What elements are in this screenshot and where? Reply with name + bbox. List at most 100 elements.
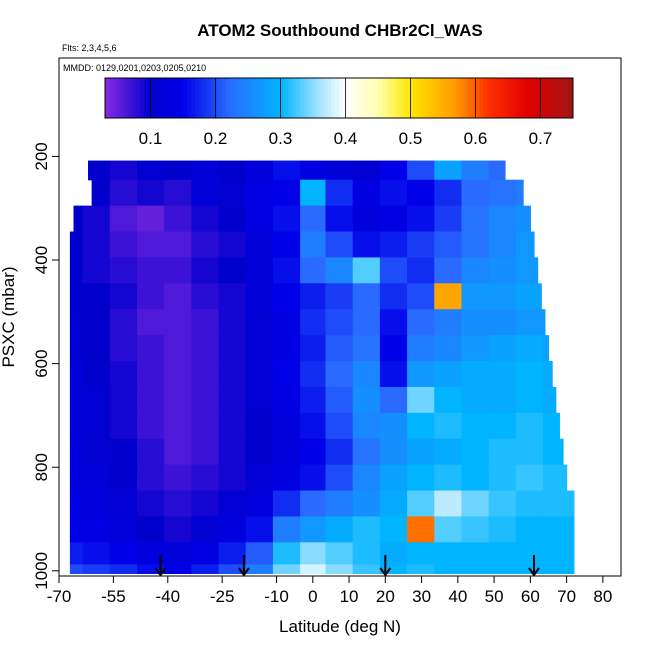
- heat-cell: [109, 335, 138, 362]
- colorbar-segment: [397, 78, 402, 118]
- colorbar-segment: [467, 78, 473, 118]
- heat-cell: [352, 231, 381, 259]
- heat-cell: [488, 386, 517, 414]
- heat-cell: [434, 335, 463, 362]
- colorbar-segment: [553, 78, 558, 118]
- heat-cell: [543, 412, 560, 440]
- colorbar-segment: [479, 78, 484, 118]
- heat-cell: [488, 516, 517, 543]
- colorbar-tick-label: 0.7: [529, 129, 553, 148]
- colorbar-segment: [541, 78, 547, 118]
- plot-frame: [58, 57, 622, 577]
- colorbar-segment: [319, 78, 324, 118]
- heat-cell: [300, 257, 327, 284]
- colorbar-segment: [530, 78, 535, 118]
- colorbar-segment: [140, 78, 145, 118]
- heat-cell: [300, 335, 327, 362]
- heat-cell: [136, 205, 165, 233]
- colorbar-segment: [366, 78, 371, 118]
- heat-cell: [515, 361, 544, 388]
- colorbar-segment: [456, 78, 461, 118]
- heat-cell: [461, 412, 490, 440]
- colorbar-segment: [428, 78, 434, 118]
- heat-cell: [191, 464, 220, 492]
- colorbar-segment: [108, 78, 114, 118]
- colorbar-segment: [417, 78, 422, 118]
- heat-cell: [515, 386, 544, 414]
- colorbar-segment: [175, 78, 180, 118]
- heat-cell: [325, 205, 354, 233]
- colorbar-segment: [549, 78, 554, 118]
- heat-cell: [218, 335, 247, 362]
- colorbar-segment: [249, 78, 254, 118]
- heat-cell: [91, 179, 111, 207]
- colorbar-segment: [210, 78, 215, 118]
- heat-cell: [73, 205, 84, 233]
- colorbar-segment: [335, 78, 340, 118]
- heat-cell: [407, 361, 435, 388]
- heat-cell: [461, 283, 490, 310]
- heat-cell: [245, 464, 274, 492]
- colorbar-segment: [495, 78, 500, 118]
- colorbar-segment: [315, 78, 320, 118]
- heat-cell: [488, 205, 517, 233]
- heat-cell: [515, 231, 535, 259]
- colorbar-segment: [206, 78, 211, 118]
- heat-cell: [515, 283, 542, 310]
- heat-cell: [164, 205, 192, 233]
- colorbar-segment: [237, 78, 242, 118]
- heat-cell: [379, 335, 408, 362]
- colorbar-segment: [526, 78, 531, 118]
- heat-cell: [325, 179, 354, 207]
- heat-cell: [543, 542, 575, 565]
- heat-cell: [218, 160, 247, 181]
- colorbar-segment: [475, 78, 480, 118]
- heat-cell: [461, 160, 490, 181]
- colorbar-segment: [565, 78, 570, 118]
- x-axis-title: Latitude (deg N): [279, 617, 401, 636]
- heat-cell: [191, 438, 220, 466]
- colorbar-tick-label: 0.2: [204, 129, 228, 148]
- flight-marker-arrowhead: [379, 567, 392, 577]
- x-tick-label: -25: [210, 587, 235, 606]
- heat-cell: [136, 257, 165, 284]
- colorbar-segment: [487, 78, 492, 118]
- heat-cell: [515, 179, 524, 207]
- colorbar-segment: [354, 78, 359, 118]
- heat-cell: [136, 490, 165, 518]
- heat-cell: [300, 490, 327, 518]
- heat-cell: [69, 438, 84, 466]
- heat-cell: [164, 231, 192, 259]
- heat-cell: [515, 205, 531, 233]
- heat-cell: [543, 464, 568, 492]
- heat-cell: [69, 516, 84, 543]
- heat-cell: [488, 257, 517, 284]
- heat-cell: [245, 160, 274, 181]
- heat-cell: [69, 564, 84, 575]
- x-tick-label: 0: [308, 587, 317, 606]
- heat-cell: [218, 205, 247, 233]
- colorbar-segment: [257, 78, 262, 118]
- heat-cell: [218, 257, 247, 284]
- colorbar-segment: [163, 78, 168, 118]
- heat-cell: [434, 283, 463, 310]
- colorbar-segment: [116, 78, 122, 118]
- heat-cell: [407, 231, 435, 259]
- x-tick-label: 50: [485, 587, 504, 606]
- colorbar-segment: [167, 78, 172, 118]
- heat-cell: [352, 179, 381, 207]
- heat-cell: [379, 231, 408, 259]
- heat-cell: [488, 412, 517, 440]
- heat-cell: [300, 386, 327, 414]
- colorbar-segment: [159, 78, 164, 118]
- heat-cell: [352, 438, 381, 466]
- colorbar-segment: [120, 78, 125, 118]
- heat-cell: [272, 412, 301, 440]
- heat-cell: [407, 438, 435, 466]
- heat-cell: [164, 490, 192, 518]
- heat-cell: [488, 490, 517, 518]
- heat-cell: [434, 361, 463, 388]
- heat-cell: [272, 283, 301, 310]
- heat-cell: [218, 438, 247, 466]
- heat-cell: [515, 438, 544, 466]
